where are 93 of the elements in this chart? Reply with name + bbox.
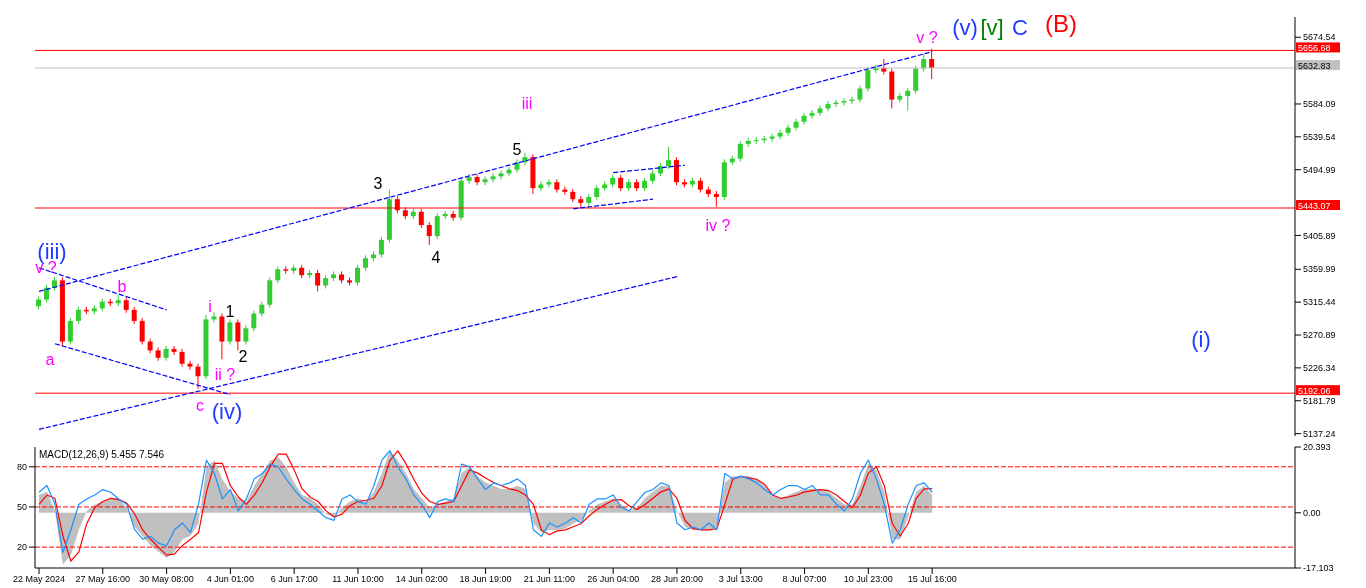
x-tick-label: 11 Jun 10:00 bbox=[332, 574, 384, 585]
x-tick-label: 15 Jul 16:00 bbox=[907, 574, 957, 585]
x-tick-label: 26 Jun 04:00 bbox=[587, 574, 640, 585]
x-tick-label: 8 Jul 07:00 bbox=[782, 574, 827, 585]
candlestick bbox=[737, 140, 743, 163]
candlestick bbox=[793, 118, 799, 132]
y-tick-label: 5359.99 bbox=[1303, 264, 1336, 275]
ref-line-label: 5656.68 bbox=[1298, 42, 1331, 53]
y-tick-label: 5584.09 bbox=[1303, 99, 1336, 110]
candlestick bbox=[187, 360, 193, 371]
candlestick bbox=[809, 109, 815, 120]
x-tick-label: 30 May 08:00 bbox=[139, 574, 194, 585]
ref-line-label: 5192.06 bbox=[1298, 385, 1331, 396]
candlestick bbox=[673, 156, 679, 186]
x-tick-label: 21 Jun 11:00 bbox=[523, 574, 576, 585]
y-tick-label: 5405.89 bbox=[1303, 230, 1336, 241]
annotation: (v) bbox=[952, 15, 978, 40]
candlestick bbox=[171, 345, 177, 356]
candlestick bbox=[354, 264, 360, 287]
x-tick-label: 18 Jun 19:00 bbox=[459, 574, 512, 585]
y-tick-label: 5674.54 bbox=[1303, 32, 1336, 43]
x-tick-label: 6 Jun 17:00 bbox=[270, 574, 318, 585]
x-tick-label: 22 May 2024 bbox=[12, 574, 66, 585]
candlestick bbox=[139, 317, 145, 346]
y-tick-label: 5226.34 bbox=[1303, 363, 1336, 374]
annotation: a bbox=[45, 351, 55, 368]
y2-tick-label: 80 bbox=[16, 462, 27, 472]
candlestick bbox=[785, 124, 791, 137]
candlestick bbox=[841, 97, 847, 107]
candlestick bbox=[817, 105, 823, 117]
y-tick-label: 5270.89 bbox=[1303, 330, 1336, 341]
annotation: (i) bbox=[1191, 327, 1211, 352]
annotation: c bbox=[196, 397, 204, 414]
y-tick-label: -17.103 bbox=[1303, 563, 1334, 574]
candlestick bbox=[474, 173, 480, 186]
annotation: (iv) bbox=[211, 399, 243, 424]
y-tick-label: 20.393 bbox=[1303, 442, 1331, 453]
annotation: ii ? bbox=[214, 366, 236, 383]
candlestick bbox=[825, 100, 831, 112]
x-tick-label: 10 Jul 23:00 bbox=[843, 574, 893, 585]
annotation: [v] bbox=[980, 15, 1004, 40]
annotation: 5 bbox=[512, 141, 522, 158]
candlestick bbox=[913, 65, 919, 95]
y2-tick-label: 50 bbox=[16, 502, 27, 513]
x-tick-label: 14 Jun 02:00 bbox=[395, 574, 448, 585]
x-tick-label: 4 Jun 01:00 bbox=[206, 574, 254, 585]
annotation: i bbox=[208, 298, 212, 315]
candlestick bbox=[251, 310, 257, 332]
candlestick bbox=[227, 318, 233, 346]
candlestick bbox=[865, 66, 871, 93]
candlestick bbox=[67, 317, 73, 346]
candlestick bbox=[378, 236, 384, 258]
candlestick bbox=[211, 311, 217, 323]
annotation: iv ? bbox=[705, 217, 731, 234]
candlestick bbox=[538, 181, 544, 192]
annotation: iii bbox=[521, 95, 533, 112]
candlestick bbox=[195, 363, 201, 390]
candlestick bbox=[235, 318, 241, 351]
y-tick-label: 5494.99 bbox=[1303, 164, 1336, 175]
candlestick bbox=[554, 178, 560, 194]
y-tick-label: 5137.24 bbox=[1303, 428, 1336, 439]
annotation: 1 bbox=[225, 303, 235, 320]
annotation: b bbox=[117, 278, 127, 295]
y-tick-label: 5539.54 bbox=[1303, 132, 1336, 143]
x-tick-label: 27 May 16:00 bbox=[75, 574, 131, 585]
annotation: 3 bbox=[373, 175, 383, 192]
annotation: v ? bbox=[916, 29, 938, 46]
candlestick bbox=[434, 212, 440, 240]
annotation: 4 bbox=[431, 249, 441, 266]
candlestick bbox=[315, 269, 321, 292]
y-tick-label: 0.00 bbox=[1303, 508, 1321, 518]
candlestick bbox=[490, 172, 496, 183]
candlestick bbox=[905, 87, 911, 112]
y-tick-label: 5315.44 bbox=[1303, 297, 1336, 308]
ref-line-label: 5632.83 bbox=[1298, 60, 1331, 71]
ref-line-label: 5443.07 bbox=[1298, 200, 1331, 211]
x-tick-label: 3 Jul 13:00 bbox=[718, 574, 763, 585]
candlestick bbox=[514, 158, 520, 174]
candlestick bbox=[498, 169, 504, 180]
y2-tick-label: 20 bbox=[16, 542, 27, 553]
x-tick-label: 28 Jun 20:00 bbox=[650, 574, 703, 585]
candlestick bbox=[666, 146, 671, 170]
annotation: (B) bbox=[1045, 10, 1077, 37]
candlestick bbox=[546, 178, 552, 188]
candlestick bbox=[777, 129, 783, 140]
annotation: C bbox=[1012, 15, 1028, 40]
candlestick bbox=[243, 324, 249, 346]
candlestick bbox=[482, 175, 488, 186]
candlestick bbox=[426, 221, 432, 246]
candlestick bbox=[801, 112, 807, 126]
annotation: 2 bbox=[238, 348, 248, 365]
candlestick bbox=[155, 346, 161, 362]
y-tick-label: 5181.79 bbox=[1303, 395, 1336, 406]
